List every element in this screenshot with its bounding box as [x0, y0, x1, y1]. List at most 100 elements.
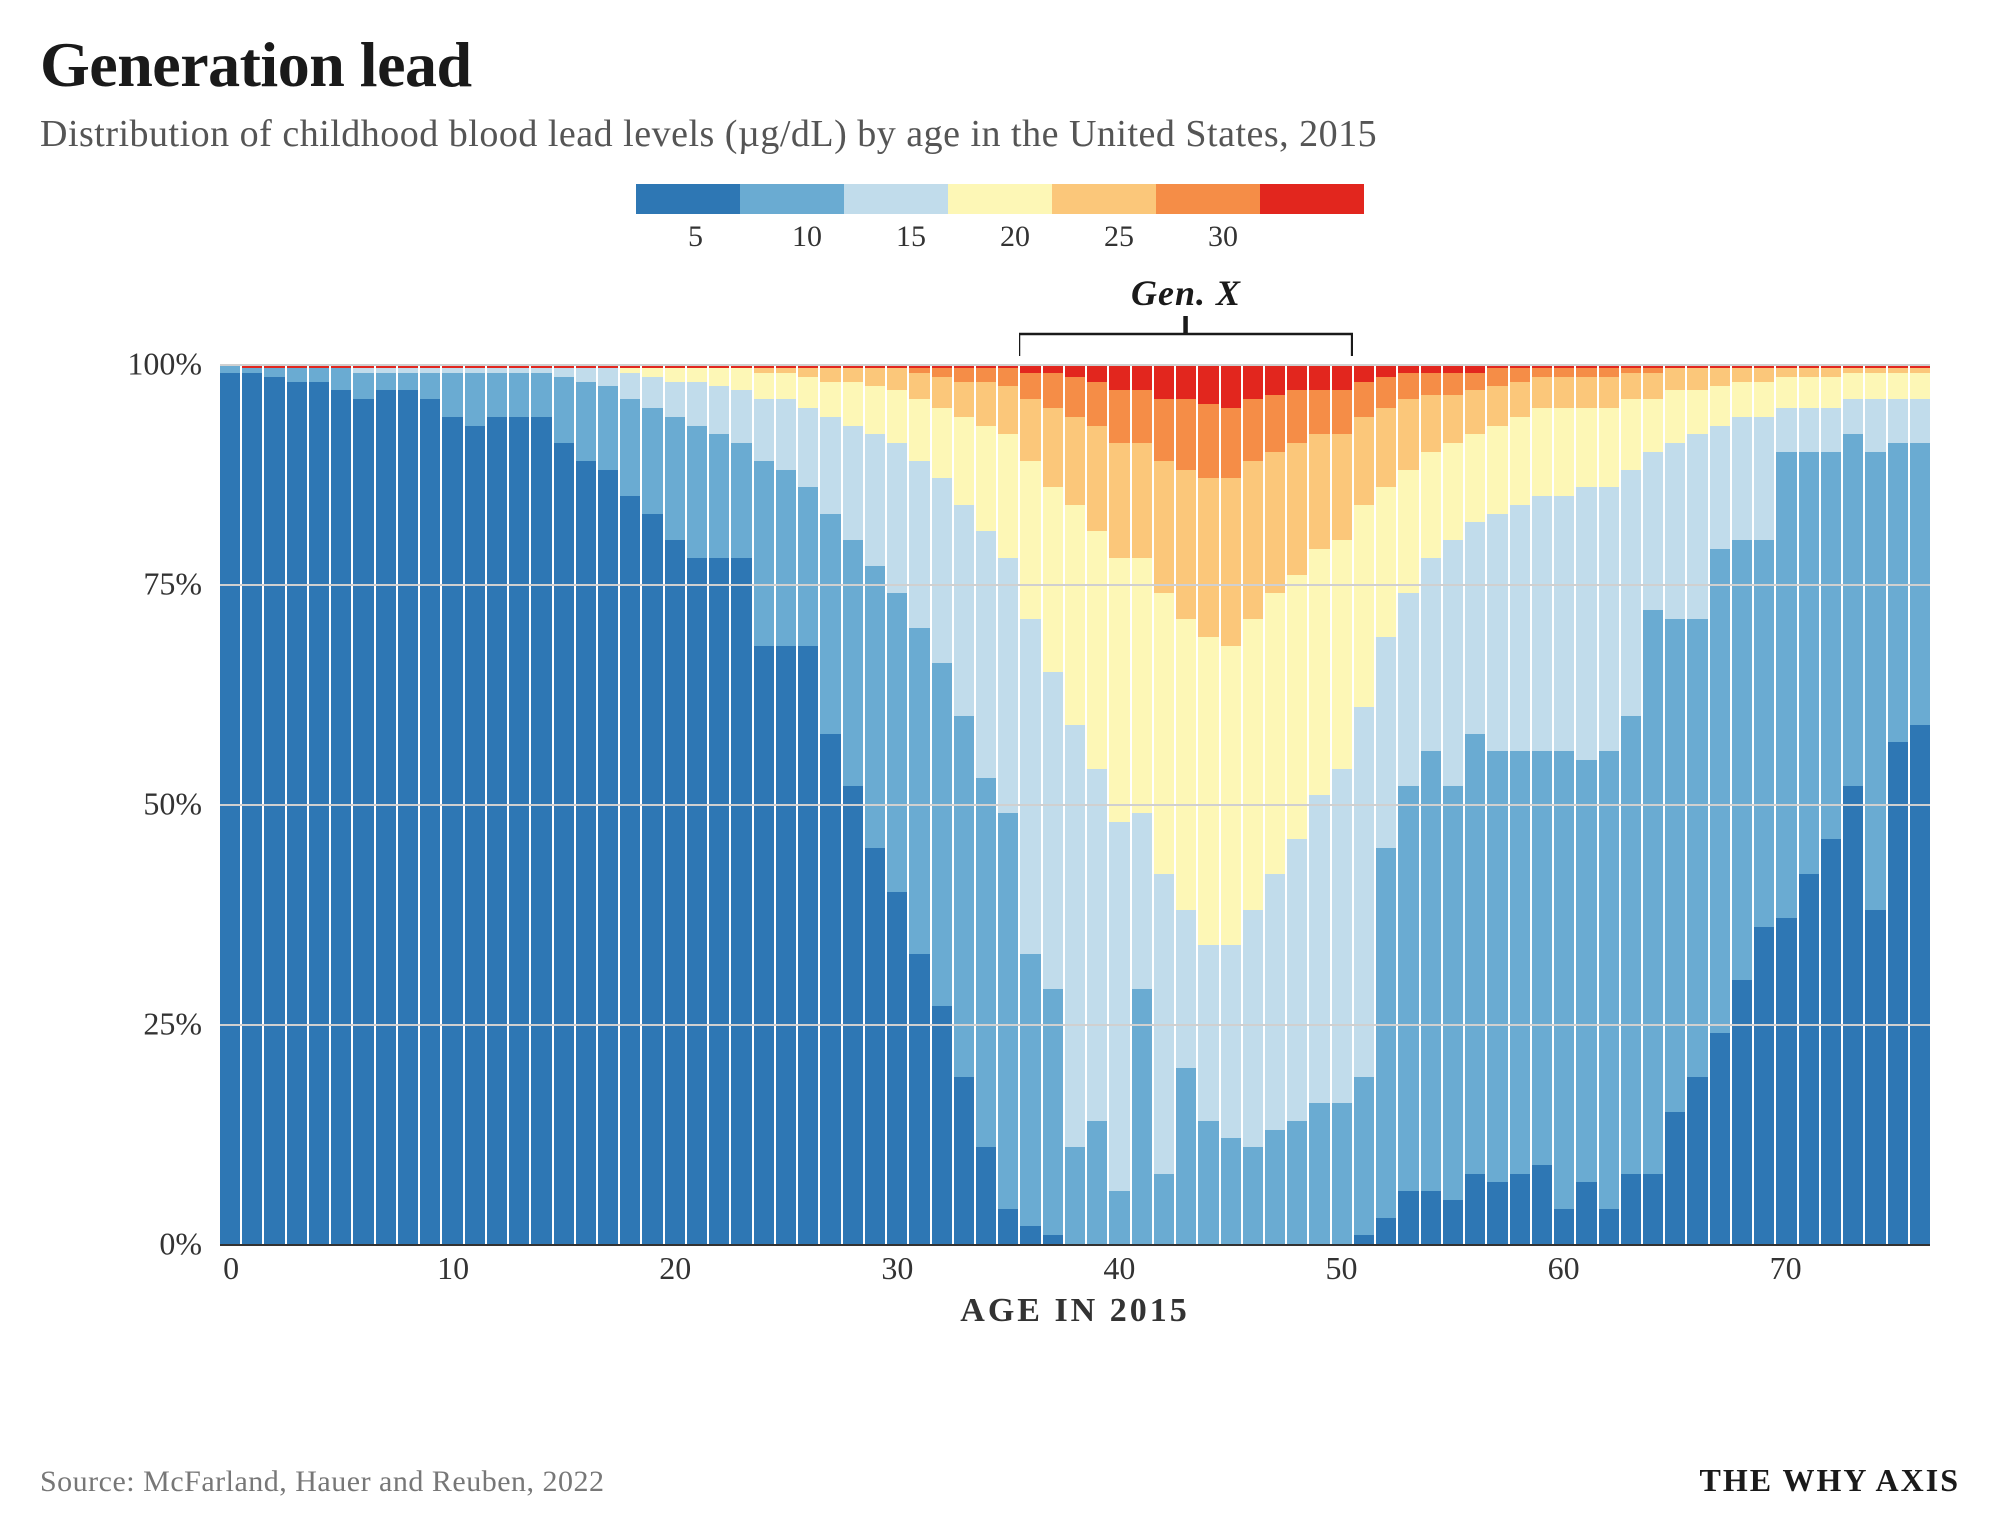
bar-segment	[1843, 434, 1863, 786]
bar-segment	[1843, 399, 1863, 434]
bar-segment	[1154, 364, 1174, 399]
bar-segment	[1465, 390, 1485, 434]
bar-segment	[754, 399, 774, 461]
bar-segment	[998, 368, 1018, 386]
y-tick-label: 100%	[127, 346, 202, 383]
x-tick-label: 50	[1325, 1250, 1357, 1287]
bar-segment	[1398, 373, 1418, 399]
bar-segment	[1888, 399, 1908, 443]
bar-segment	[531, 417, 551, 1244]
bar-segment	[1198, 945, 1218, 1121]
bar-segment	[1109, 1191, 1129, 1244]
bar-segment	[1332, 540, 1352, 769]
bar-segment	[820, 368, 840, 381]
bar-segment	[1487, 751, 1507, 1182]
bar-segment	[776, 646, 796, 1244]
bar-segment	[1643, 373, 1663, 399]
bar-segment	[1287, 364, 1307, 390]
bar-segment	[398, 373, 418, 391]
bar-segment	[220, 373, 240, 1244]
bar-segment	[1087, 531, 1107, 769]
bar-segment	[376, 390, 396, 1244]
bar-segment	[1154, 399, 1174, 461]
bar-segment	[976, 1147, 996, 1244]
bar-segment	[1087, 426, 1107, 532]
bar-segment	[1176, 619, 1196, 909]
bar-segment	[1465, 734, 1485, 1174]
bar-segment	[1243, 619, 1263, 909]
bar-segment	[1287, 575, 1307, 839]
bar-segment	[1154, 1174, 1174, 1244]
bar-segment	[509, 373, 529, 417]
bar-segment	[1287, 443, 1307, 575]
bar-segment	[1776, 918, 1796, 1244]
bar-segment	[1065, 364, 1085, 377]
bar-segment	[1065, 725, 1085, 1147]
bar-segment	[687, 426, 707, 558]
bar-segment	[843, 786, 863, 1244]
x-tick-label: 10	[437, 1250, 469, 1287]
bar-segment	[731, 443, 751, 557]
bar-segment	[1821, 377, 1841, 408]
source-text: Source: McFarland, Hauer and Reuben, 202…	[40, 1465, 605, 1499]
bar-segment	[1243, 364, 1263, 399]
bar-segment	[976, 426, 996, 532]
bar-segment	[1287, 390, 1307, 443]
bar-segment	[1532, 377, 1552, 408]
bar-segment	[1043, 487, 1063, 672]
bar-segment	[576, 382, 596, 461]
bar-segment	[954, 1077, 974, 1244]
bar-segment	[731, 390, 751, 443]
bar-segment	[1043, 1235, 1063, 1244]
bar-segment	[1510, 417, 1530, 505]
bar-segment	[887, 892, 907, 1244]
bar-segment	[1020, 954, 1040, 1227]
bar-segment	[1176, 364, 1196, 399]
gridline	[220, 364, 1930, 366]
bar-segment	[1687, 368, 1707, 390]
bar-segment	[1888, 443, 1908, 742]
bar-segment	[1465, 434, 1485, 522]
bar-segment	[1910, 399, 1930, 443]
bar-segment	[1065, 377, 1085, 417]
bar-segment	[1510, 382, 1530, 417]
bar-segment	[1376, 637, 1396, 848]
bar-segment	[1020, 619, 1040, 953]
bar-segment	[1554, 408, 1574, 496]
bar-segment	[865, 434, 885, 566]
bar-segment	[642, 377, 662, 408]
bar-segment	[909, 373, 929, 399]
bar-segment	[1421, 751, 1441, 1191]
bar-segment	[1910, 725, 1930, 1244]
bar-segment	[465, 373, 485, 426]
bar-segment	[1354, 1235, 1374, 1244]
bar-segment	[1221, 478, 1241, 645]
bar-segment	[331, 368, 351, 390]
brand-label: THE WHY AXIS	[1699, 1462, 1960, 1499]
legend-break-label: 30	[1208, 220, 1312, 254]
bar-segment	[1332, 364, 1352, 390]
bar-segment	[1754, 382, 1774, 417]
legend-break-label: 10	[792, 220, 896, 254]
bar-segment	[932, 663, 952, 1006]
bar-segment	[1865, 452, 1885, 910]
bar-segment	[1576, 1182, 1596, 1244]
x-axis-label: AGE IN 2015	[960, 1292, 1189, 1330]
bar-segment	[1687, 619, 1707, 1077]
bar-segment	[932, 377, 952, 408]
bar-segment	[1576, 760, 1596, 1182]
bar-segment	[1020, 461, 1040, 619]
bar-segment	[1510, 368, 1530, 381]
bar-segment	[998, 1209, 1018, 1244]
bar-segment	[1087, 1121, 1107, 1244]
y-tick-label: 75%	[143, 566, 202, 603]
bar-segment	[554, 377, 574, 443]
bar-segment	[976, 778, 996, 1148]
bar-segment	[709, 386, 729, 434]
bar-segment	[620, 399, 640, 496]
bar-segment	[1643, 1174, 1663, 1244]
bar-segment	[1621, 1174, 1641, 1244]
bar-segment	[1732, 368, 1752, 381]
bar-segment	[1865, 399, 1885, 452]
bar-segment	[1799, 368, 1819, 377]
